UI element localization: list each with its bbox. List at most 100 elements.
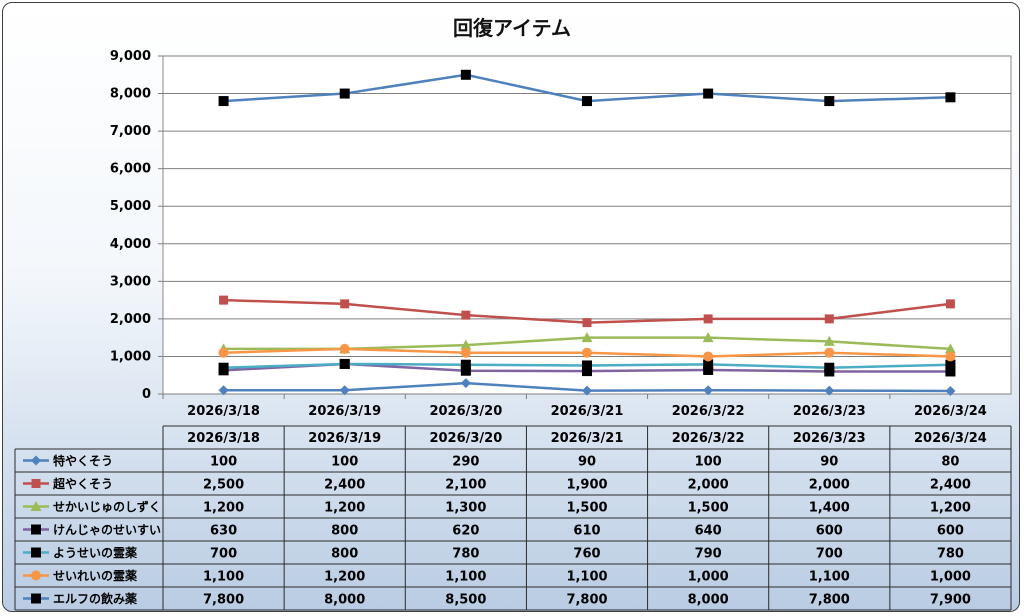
table-cell: 2,000	[809, 478, 850, 493]
table-header-cell: 2026/3/24	[914, 431, 987, 446]
plot-background	[162, 55, 1012, 395]
series-2	[219, 295, 955, 328]
data-point	[339, 88, 350, 99]
table-header-cell: 2026/3/21	[551, 431, 624, 446]
legend-label: せいれいの霊薬	[53, 568, 137, 583]
data-table: 2026/3/18 2026/3/19 2026/3/20 2026/3/21 2026…	[14, 425, 1012, 611]
table-cell: 1,200	[324, 501, 365, 516]
data-point	[824, 347, 835, 358]
data-point	[582, 366, 592, 377]
x-tick-label: 2026/3/23	[793, 404, 866, 419]
data-point	[339, 358, 350, 369]
table-cell: 7,900	[930, 593, 971, 608]
data-point	[945, 385, 956, 396]
x-tick-label: 2026/3/18	[187, 404, 260, 419]
table-cell: 1,400	[809, 501, 850, 516]
data-point	[823, 335, 835, 346]
series-6	[218, 343, 956, 362]
table-cell: 1,200	[324, 570, 365, 585]
data-point	[340, 299, 350, 309]
legend-label: 特やくそう	[53, 453, 113, 468]
series-lines	[218, 69, 956, 396]
table-cell: 800	[331, 524, 358, 539]
data-point	[460, 339, 472, 350]
y-tick-label: 3,000	[110, 274, 151, 289]
data-point	[703, 359, 714, 370]
data-point	[582, 360, 592, 371]
table-cell: 1,200	[930, 501, 971, 516]
table-cell: 90	[820, 455, 838, 470]
legend-label: せかいじゅのしずく	[53, 499, 161, 514]
table-cell: 620	[452, 524, 479, 539]
table-cell: 8,000	[688, 593, 729, 608]
table-cell: 1,200	[203, 501, 244, 516]
y-tick-label: 9,000	[110, 49, 151, 64]
data-point	[944, 343, 956, 354]
table-header-cell: 2026/3/23	[793, 431, 866, 446]
table-cell: 7,800	[809, 593, 850, 608]
data-point	[582, 318, 592, 328]
data-point	[703, 364, 714, 375]
table-cell: 1,100	[445, 570, 486, 585]
legend-key-marker	[30, 501, 42, 511]
data-point	[945, 299, 955, 309]
data-point	[460, 69, 471, 80]
data-point	[945, 359, 956, 370]
x-axis-ticks: 2026/3/18 2026/3/19 2026/3/20 2026/3/21 2026…	[162, 394, 987, 419]
data-point	[824, 96, 835, 107]
data-point	[460, 359, 471, 370]
data-point	[582, 96, 592, 107]
data-point	[703, 314, 713, 324]
data-point	[582, 347, 592, 358]
data-point	[703, 88, 714, 99]
table-header-cell: 2026/3/18	[187, 431, 260, 446]
data-point	[218, 362, 229, 373]
x-tick-label: 2026/3/20	[429, 404, 502, 419]
table-cell: 640	[695, 524, 722, 539]
plot-area	[162, 55, 1012, 395]
data-point	[824, 385, 835, 396]
table-cell: 1,100	[566, 570, 607, 585]
table-cell: 780	[452, 547, 479, 562]
y-tick-label: 6,000	[110, 162, 151, 177]
table-cell: 90	[578, 455, 596, 470]
data-point	[218, 347, 229, 358]
table-cell: 760	[573, 547, 600, 562]
table-cell: 290	[452, 455, 479, 470]
legend-key-marker	[31, 524, 41, 535]
data-point	[461, 310, 471, 320]
data-point	[824, 362, 835, 373]
x-tick-label: 2026/3/19	[308, 404, 381, 419]
table-cell: 790	[695, 547, 722, 562]
data-point	[218, 96, 229, 107]
table-cell: 2,100	[445, 478, 486, 493]
legend-label: エルフの飲み薬	[53, 591, 137, 606]
legend-label: けんじゃのせいすい	[53, 523, 161, 537]
data-point	[945, 351, 956, 362]
legend-key-marker	[31, 455, 41, 466]
legend-label: 超やくそう	[52, 476, 113, 491]
table-cell: 1,000	[930, 570, 971, 585]
data-point	[218, 385, 229, 396]
series-5	[218, 358, 956, 373]
y-tick-label: 4,000	[110, 237, 151, 252]
legend-key-marker	[31, 547, 41, 558]
y-axis-ticks: 0 1,000 2,000 3,000 4,000 5,000 6,000 7,000 8,00…	[110, 49, 151, 402]
table-cell: 100	[695, 455, 722, 470]
table-cell: 1,300	[445, 501, 486, 516]
line-chart: 回復アイテム 0 1,000 2,000 3,000 4,000 5,000 6,000 7,…	[14, 16, 1012, 611]
data-point	[339, 343, 350, 354]
table-cell: 7,800	[566, 593, 607, 608]
y-tick-label: 0	[142, 387, 151, 402]
data-point	[703, 385, 714, 396]
data-point	[703, 351, 714, 362]
x-tick-label: 2026/3/21	[551, 404, 624, 419]
table-cell: 630	[210, 524, 237, 539]
table-cell: 100	[331, 455, 358, 470]
y-tick-label: 8,000	[110, 87, 151, 102]
table-cell: 610	[573, 524, 600, 539]
series-1	[218, 378, 956, 396]
legend-key-marker	[31, 479, 41, 488]
table-cell: 8,500	[445, 593, 486, 608]
